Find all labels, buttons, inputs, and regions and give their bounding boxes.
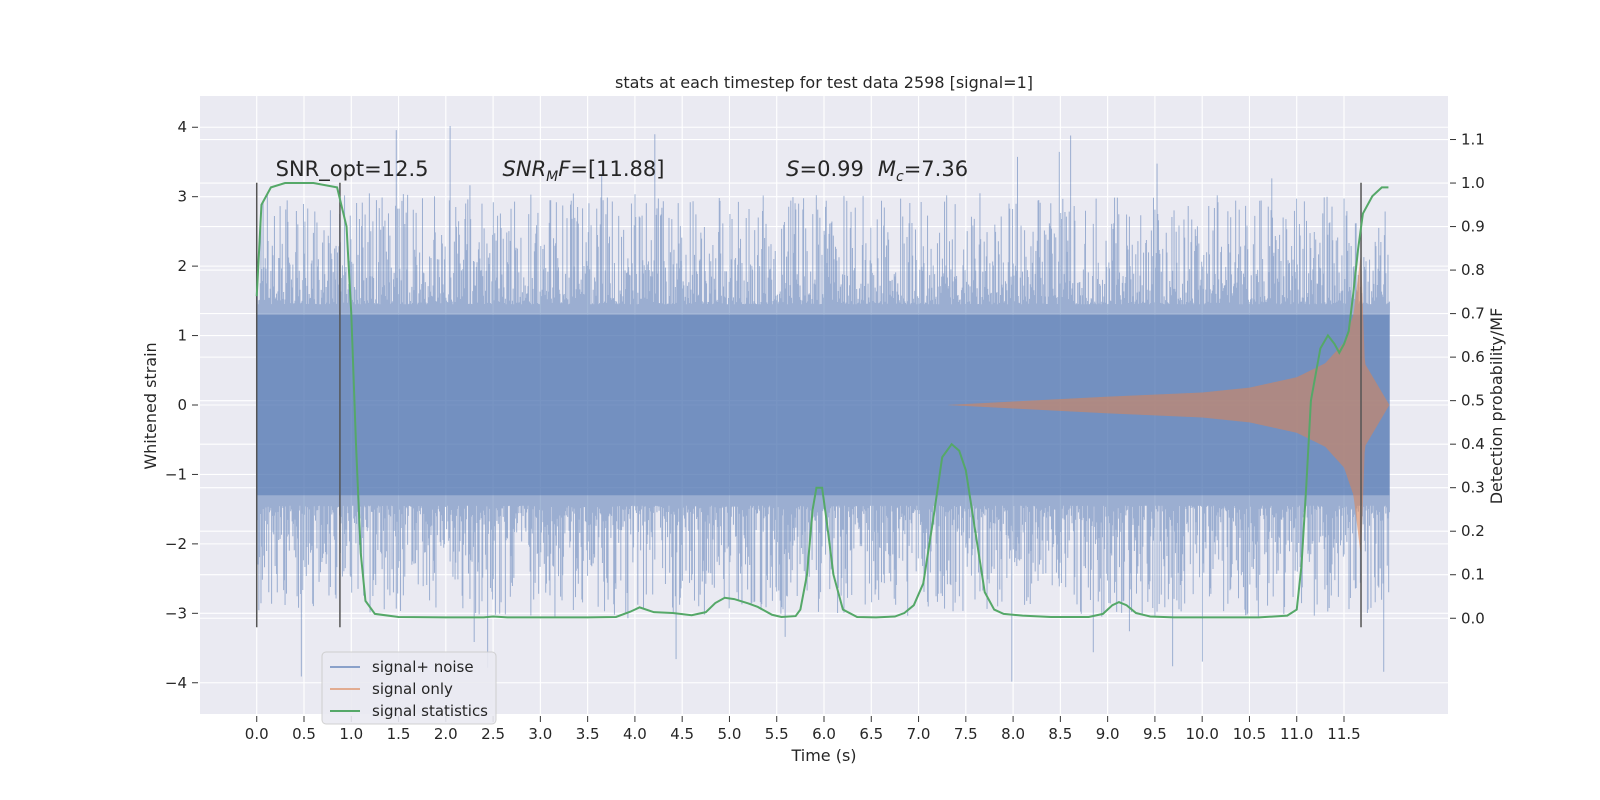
y-right-tick-label: 0.9: [1461, 218, 1485, 236]
x-tick-label: 9.5: [1143, 725, 1167, 743]
x-tick-label: 3.0: [528, 725, 552, 743]
x-tick-label: 8.0: [1001, 725, 1025, 743]
y-tick-label: 3: [177, 188, 187, 206]
x-tick-label: 5.5: [765, 725, 789, 743]
x-axis-label: Time (s): [790, 746, 856, 765]
y-tick-label: −3: [165, 604, 187, 622]
annotation-snr-mf: SNRMF=[11.88]: [503, 157, 665, 185]
x-tick-label: 1.0: [339, 725, 363, 743]
legend-label: signal only: [372, 680, 453, 698]
x-tick-label: 1.5: [387, 725, 411, 743]
x-tick-label: 2.0: [434, 725, 458, 743]
x-tick-label: 10.5: [1233, 725, 1266, 743]
y-axis-right-label: Detection probability/MF: [1487, 308, 1506, 505]
y-tick-label: −2: [165, 535, 187, 553]
x-tick-label: 2.5: [481, 725, 505, 743]
y-right-tick-label: 0.6: [1461, 348, 1485, 366]
legend-label: signal statistics: [372, 702, 488, 720]
x-tick-label: 0.0: [245, 725, 269, 743]
x-tick-label: 9.0: [1096, 725, 1120, 743]
x-tick-label: 4.5: [670, 725, 694, 743]
y-right-tick-label: 0.7: [1461, 305, 1485, 323]
y-right-tick-label: 1.0: [1461, 174, 1485, 192]
x-tick-label: 3.5: [576, 725, 600, 743]
y-right-tick-label: 0.8: [1461, 261, 1485, 279]
annotation-s-mc: S=0.99 Mc=7.36: [786, 157, 968, 185]
series-signal-statistics: [255, 182, 1389, 619]
y-tick-label: 1: [177, 327, 187, 345]
y-right-tick-label: 1.1: [1461, 131, 1485, 149]
y-tick-label: 4: [177, 118, 187, 136]
y-tick-label: 2: [177, 257, 187, 275]
y-right-tick-label: 0.5: [1461, 392, 1485, 410]
legend-label: signal+ noise: [372, 658, 474, 676]
y-tick-label: −4: [165, 674, 187, 692]
y-axis-label: Whitened strain: [141, 342, 160, 469]
x-tick-label: 11.0: [1280, 725, 1313, 743]
x-tick-label: 5.0: [718, 725, 742, 743]
legend-box: [321, 651, 497, 725]
annotation-snr-opt: SNR_opt=12.5: [276, 157, 429, 182]
x-tick-label: 0.5: [292, 725, 316, 743]
x-tick-label: 6.5: [859, 725, 883, 743]
y-right-tick-label: 0.2: [1461, 522, 1485, 540]
x-tick-label: 8.5: [1048, 725, 1072, 743]
y-right-tick-label: 0.0: [1461, 609, 1485, 627]
series-signal-only: [946, 253, 1390, 557]
y-tick-label: 0: [177, 396, 187, 414]
x-tick-label: 7.0: [907, 725, 931, 743]
chart-title: stats at each timestep for test data 259…: [615, 73, 1033, 92]
x-tick-label: 11.5: [1327, 725, 1360, 743]
y-right-tick-label: 0.1: [1461, 566, 1485, 584]
x-tick-label: 4.0: [623, 725, 647, 743]
x-tick-label: 6.0: [812, 725, 836, 743]
y-right-tick-label: 0.3: [1461, 479, 1485, 497]
y-tick-label: −1: [165, 465, 187, 483]
x-tick-label: 10.0: [1185, 725, 1218, 743]
x-tick-label: 7.5: [954, 725, 978, 743]
y-right-tick-label: 0.4: [1461, 435, 1485, 453]
